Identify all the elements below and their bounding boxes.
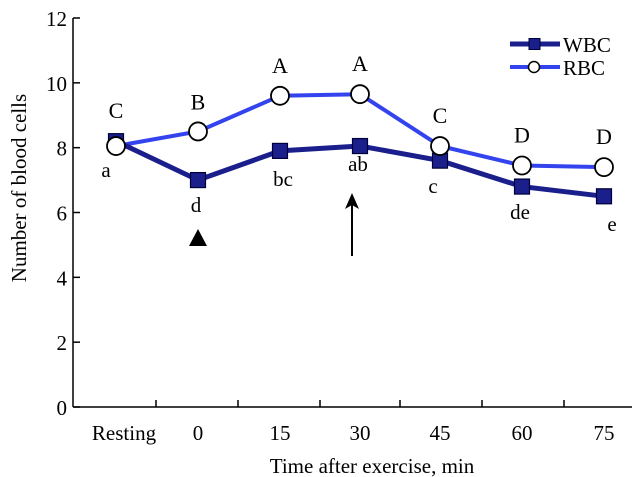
axes: 0 2 4 6 8 10 12 Resting 0 15 30 45 60 75 — [46, 7, 632, 445]
wbc-point — [351, 137, 369, 155]
wbc-significance-label: ab — [348, 152, 368, 176]
wbc-significance-label: d — [191, 193, 202, 217]
x-tick-label: 15 — [270, 421, 291, 445]
y-tick-label: 2 — [57, 331, 68, 355]
wbc-significance-label: bc — [273, 167, 293, 191]
rbc-significance-label: D — [596, 124, 612, 149]
chart-marks: C B A A C D Da d bc ab c de e — [101, 51, 617, 256]
rbc-point — [188, 121, 208, 142]
y-tick-label: 10 — [46, 72, 67, 96]
up-arrow-head — [345, 193, 359, 209]
rbc-point — [594, 157, 614, 178]
x-tick-label: 30 — [350, 421, 371, 445]
wbc-point — [595, 188, 613, 205]
wbc-significance-label: de — [510, 200, 530, 224]
wbc-significance-label: c — [428, 174, 437, 198]
rbc-point — [270, 85, 290, 106]
rbc-significance-label: A — [272, 53, 288, 78]
wbc-point — [189, 171, 207, 189]
rbc-point — [512, 155, 532, 176]
rbc-point — [430, 136, 450, 156]
x-tick-label: 60 — [512, 421, 533, 445]
y-tick-label: 0 — [57, 396, 68, 420]
y-axis-label: Number of blood cells — [7, 94, 31, 282]
wbc-significance-label: a — [101, 158, 111, 182]
rbc-significance-label: C — [433, 103, 448, 128]
rbc-significance-label: A — [352, 51, 368, 76]
legend-wbc-label: WBC — [563, 33, 611, 57]
rbc-significance-label: D — [514, 122, 530, 147]
legend-rbc-label: RBC — [563, 56, 605, 80]
y-tick-label: 4 — [57, 266, 68, 290]
x-tick-label: 45 — [430, 421, 451, 445]
y-tick-label: 12 — [46, 7, 67, 31]
rbc-point — [106, 136, 126, 156]
wbc-point — [271, 142, 289, 160]
x-tick-label: 75 — [594, 421, 615, 445]
rbc-significance-label: C — [109, 98, 124, 123]
up-triangle-marker — [189, 229, 207, 246]
x-axis-label: Time after exercise, min — [270, 454, 475, 477]
legend-wbc-marker — [528, 38, 541, 50]
rbc-significance-label: B — [191, 89, 206, 114]
x-tick-label: 0 — [193, 421, 204, 445]
y-tick-label: 6 — [57, 202, 68, 226]
y-tick-label: 8 — [57, 137, 68, 161]
x-tick-label: Resting — [92, 421, 157, 445]
wbc-point — [513, 178, 531, 195]
legend-rbc-marker — [527, 60, 541, 74]
rbc-point — [350, 84, 370, 105]
wbc-significance-label: e — [607, 212, 616, 236]
